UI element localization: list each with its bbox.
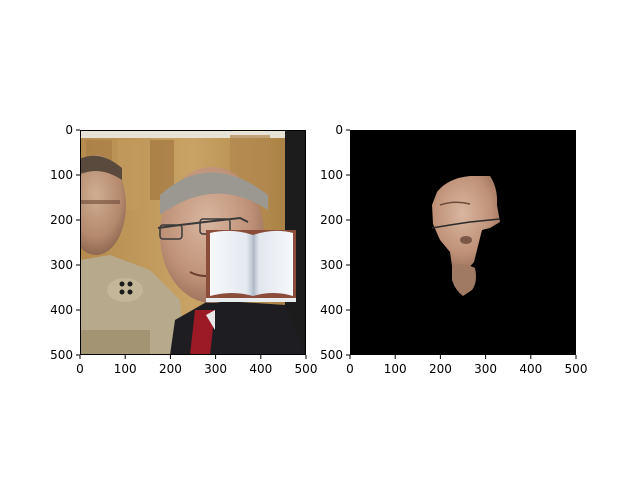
y-tick-label: 400 (320, 303, 343, 317)
x-tick-label: 500 (565, 362, 588, 376)
y-tick-label: 500 (320, 348, 343, 362)
x-tick-label: 300 (204, 362, 227, 376)
y-tick-label: 500 (50, 348, 73, 362)
x-tick-label: 0 (346, 362, 354, 376)
y-tick-label: 300 (50, 258, 73, 272)
y-tick-label: 100 (50, 168, 73, 182)
x-tick-label: 500 (295, 362, 318, 376)
x-tick-label: 200 (429, 362, 452, 376)
masked-face-panel (350, 130, 576, 355)
y-tick-label: 200 (320, 213, 343, 227)
y-tick-label: 0 (65, 123, 73, 137)
original-image-panel (80, 130, 306, 355)
x-tick-label: 400 (249, 362, 272, 376)
x-tick-label: 100 (114, 362, 137, 376)
face-segment (431, 176, 501, 296)
y-tick-label: 100 (320, 168, 343, 182)
x-tick-label: 400 (519, 362, 542, 376)
original-photo (80, 130, 306, 355)
x-tick-label: 100 (384, 362, 407, 376)
book-icon (206, 230, 296, 302)
x-tick-label: 200 (159, 362, 182, 376)
y-tick-label: 0 (335, 123, 343, 137)
y-tick-label: 300 (320, 258, 343, 272)
y-tick-label: 200 (50, 213, 73, 227)
x-tick-label: 300 (474, 362, 497, 376)
x-tick-label: 0 (76, 362, 84, 376)
y-tick-label: 400 (50, 303, 73, 317)
